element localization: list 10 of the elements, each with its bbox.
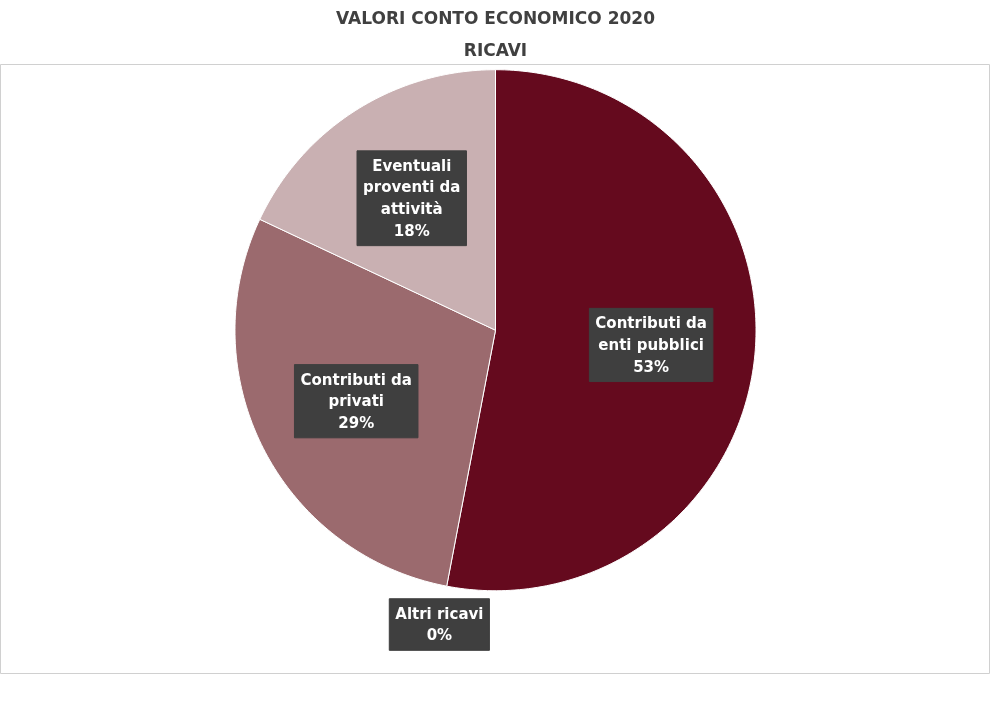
category-label: Altri ricavi — [395, 604, 484, 623]
chart-title: VALORI CONTO ECONOMICO 2020 — [336, 7, 656, 28]
slice-label: Contributi da enti pubblici — [595, 314, 707, 354]
chart-subtitle: RICAVI — [463, 39, 528, 60]
slice-label: Eventuali proventi da attività — [363, 156, 461, 219]
data-label: 18% — [393, 221, 430, 240]
text: 0% — [426, 626, 453, 645]
slice-label: Contributi da privati — [300, 370, 412, 411]
data-label: 53% — [633, 357, 670, 376]
data-label: 29% — [338, 413, 375, 432]
